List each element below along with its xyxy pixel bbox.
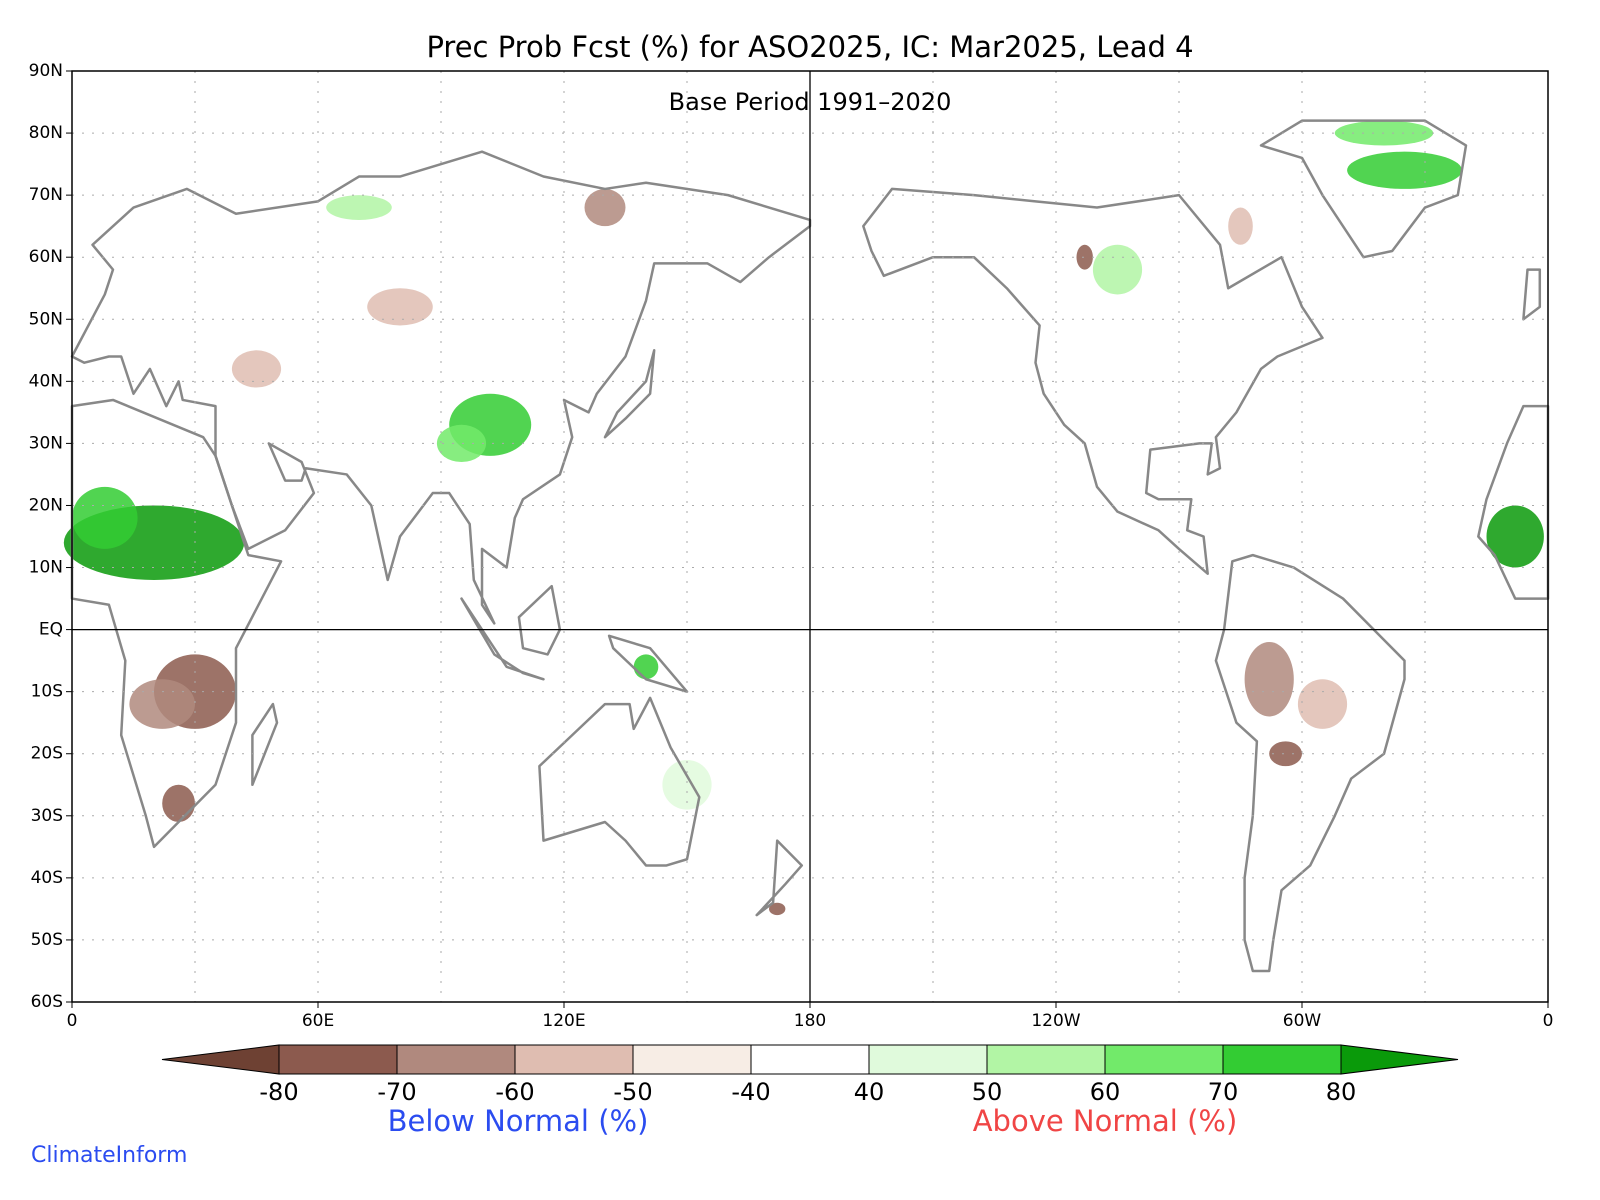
coastline: [251, 702, 279, 787]
lat-tick-label: 50S: [31, 930, 63, 950]
lat-tick-label: 50N: [29, 309, 63, 329]
below-label: Below Normal (%): [388, 1104, 649, 1138]
coastline: [517, 584, 562, 656]
coastline: [70, 398, 283, 849]
colorbar-segment: [396, 1044, 516, 1075]
lat-tick-label: EQ: [39, 620, 63, 640]
lat-tick-label: 90N: [29, 61, 63, 81]
colorbar-segment: [278, 1044, 398, 1075]
colorbar-segment: [1104, 1044, 1224, 1075]
shading-patch: [129, 679, 195, 729]
shading-patch: [633, 654, 659, 680]
lat-tick-label: 20S: [31, 744, 63, 764]
lat-tick-label: 70N: [29, 185, 63, 205]
shading-patch: [1228, 207, 1253, 245]
lat-tick-label: 30N: [29, 433, 63, 453]
coastline: [607, 634, 689, 693]
shading-patch: [1076, 244, 1093, 270]
lat-tick-label: 80N: [29, 123, 63, 143]
above-label: Above Normal (%): [973, 1104, 1238, 1138]
lon-tick-label: 120E: [542, 1011, 585, 1031]
colorbar-tick-label: 80: [1326, 1078, 1357, 1106]
shading-patch: [72, 486, 138, 549]
colorbar-tick-label: -80: [259, 1078, 298, 1106]
grid: 90N 80N 70N 60N 50N 40N 30N 20N 10N EQ 10S 20S 30S 40…: [29, 61, 1554, 1031]
colorbar-tick-label: -60: [495, 1078, 534, 1106]
shading-patch: [1297, 679, 1348, 729]
colorbar-extend-high: [1340, 1044, 1459, 1075]
shading-patch: [1486, 505, 1544, 568]
lon-tick-label: 0: [1543, 1011, 1554, 1031]
subtitle: Base Period 1991–2020: [669, 88, 952, 116]
shading-patch: [1092, 244, 1143, 295]
lon-tick-label: 60W: [1283, 1011, 1322, 1031]
lon-tick-label: 0: [67, 1011, 78, 1031]
coastline: [538, 696, 701, 867]
lat-tick-label: 40S: [31, 868, 63, 888]
colorbar-tick-label: 50: [972, 1078, 1003, 1106]
coastline: [755, 839, 804, 917]
colorbar-tick-label: -40: [731, 1078, 770, 1106]
shading-patch: [326, 195, 392, 220]
colorbar-segment: [868, 1044, 988, 1075]
colorbar-tick-label: 70: [1208, 1078, 1239, 1106]
coastline: [603, 349, 656, 439]
colorbar-segment: [1222, 1044, 1342, 1075]
credit: ClimateInform: [31, 1143, 187, 1168]
lon-tick-label: 180: [794, 1011, 826, 1031]
colorbar-tick-label: 40: [854, 1078, 885, 1106]
colorbar-segment: [986, 1044, 1106, 1075]
shading-patch: [436, 424, 487, 463]
colorbar-segment: [632, 1044, 752, 1075]
shading-patch: [584, 188, 626, 227]
shading-patch: [1244, 642, 1294, 717]
colorbar-tick-label: 60: [1090, 1078, 1121, 1106]
coastline: [1477, 404, 1550, 600]
lat-tick-label: 60N: [29, 247, 63, 267]
coastline: [70, 150, 812, 625]
shading-patch: [769, 902, 786, 916]
coastline: [1522, 268, 1542, 321]
shading-patch: [162, 784, 196, 823]
shading-patch: [367, 288, 433, 326]
lon-tick-label: 120W: [1031, 1011, 1080, 1031]
shading-patch: [1347, 151, 1462, 189]
colorbar-segment: [514, 1044, 634, 1075]
lat-tick-label: 40N: [29, 371, 63, 391]
lat-tick-label: 20N: [29, 495, 63, 515]
colorbar-tick-label: -50: [613, 1078, 652, 1106]
title: Prec Prob Fcst (%) for ASO2025, IC: Mar2…: [426, 30, 1193, 64]
lat-tick-label: 10N: [29, 558, 63, 578]
coastline: [862, 187, 1324, 575]
shading-patch: [1269, 741, 1302, 767]
shading-patch: [231, 350, 282, 388]
lat-tick-label: 60S: [31, 992, 63, 1012]
colorbar-segment: [750, 1044, 870, 1075]
coastline: [1259, 119, 1468, 259]
coastline: [460, 597, 545, 681]
lat-tick-label: 30S: [31, 806, 63, 826]
colorbar-tick-label: -70: [377, 1078, 416, 1106]
map-frame: [71, 70, 1549, 1003]
lat-tick-label: 10S: [31, 682, 63, 702]
lon-tick-label: 60E: [302, 1011, 334, 1031]
